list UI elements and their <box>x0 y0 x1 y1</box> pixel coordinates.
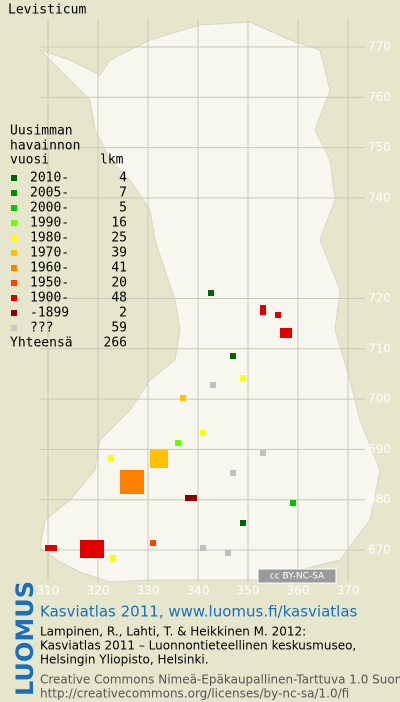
y-label: 670 <box>368 543 391 557</box>
legend-label: 1900- <box>30 291 69 306</box>
legend-count: 39 <box>111 246 127 261</box>
license-badge-text: cc BY-NC-SA <box>270 572 325 582</box>
x-label: 350 <box>237 584 260 598</box>
x-label: 370 <box>337 584 360 598</box>
legend-count: 7 <box>119 186 127 201</box>
y-label: 720 <box>368 291 391 305</box>
legend-swatch <box>11 175 17 181</box>
occurrence <box>200 430 206 436</box>
occurrence <box>240 520 246 526</box>
occurrence <box>185 495 197 501</box>
occurrence <box>200 545 206 551</box>
legend-label: 1970- <box>30 246 69 261</box>
occurrence <box>120 470 144 494</box>
legend-count: 41 <box>111 261 127 276</box>
occurrence <box>45 545 57 551</box>
legend-count: 5 <box>119 201 127 216</box>
occurrence <box>275 312 281 318</box>
logo: LUOMUS <box>11 581 39 696</box>
occurrence <box>290 500 296 506</box>
occurrence <box>240 375 246 381</box>
occurrence <box>180 395 186 401</box>
atlas-link: Kasviatlas 2011, www.luomus.fi/kasviatla… <box>40 603 358 621</box>
y-label: 770 <box>368 40 391 54</box>
occurrence <box>150 540 156 546</box>
legend-heading: vuosi <box>10 153 49 168</box>
total-count: 266 <box>104 336 127 351</box>
x-label: 320 <box>87 584 110 598</box>
x-label: 330 <box>137 584 160 598</box>
occurrence <box>150 450 168 468</box>
legend-swatch <box>11 220 17 226</box>
occurrence <box>260 305 266 315</box>
y-label: 740 <box>368 190 391 204</box>
legend-label: 1980- <box>30 231 69 246</box>
grid <box>40 20 365 582</box>
legend-heading: Uusimman <box>10 124 73 139</box>
license-badge <box>257 568 337 584</box>
legend-count: 48 <box>111 291 127 306</box>
occurrence <box>80 540 104 558</box>
y-label: 760 <box>368 90 391 104</box>
citation: Lampinen, R., Lahti, T. & Heikkinen M. 2… <box>40 625 306 639</box>
legend-label: 2010- <box>30 171 69 186</box>
occurrence <box>225 550 231 556</box>
license: http://creativecommons.org/licenses/by-n… <box>40 687 349 701</box>
x-label: 360 <box>287 584 310 598</box>
legend-label: 2000- <box>30 201 69 216</box>
legend-swatch <box>11 295 17 301</box>
occurrence <box>260 450 266 456</box>
occurrence <box>110 555 116 561</box>
legend-label: 1990- <box>30 216 69 231</box>
legend-count: 4 <box>119 171 127 186</box>
citation: Helsingin Yliopisto, Helsinki. <box>40 653 209 667</box>
legend-swatch <box>11 265 17 271</box>
legend-swatch <box>11 205 17 211</box>
legend-count: 59 <box>111 321 127 336</box>
map-title: Levisticum <box>8 3 86 18</box>
occurrence <box>210 382 216 388</box>
occurrence <box>230 353 236 359</box>
legend-count: 20 <box>111 276 127 291</box>
legend-swatch <box>11 250 17 256</box>
legend-count: 16 <box>111 216 127 231</box>
legend-label: -1899 <box>30 306 69 321</box>
legend-label: 2005- <box>30 186 69 201</box>
license: Creative Commons Nimeä-Epäkaupallinen-Ta… <box>40 673 400 687</box>
legend: 2010- 4 2005- 7 2000- 5 1990- 16 1980- 25 1970- 39 1… <box>10 171 127 351</box>
occurrence <box>175 440 181 446</box>
legend-swatch <box>11 190 17 196</box>
legend-swatch <box>11 280 17 286</box>
y-label: 680 <box>368 492 391 506</box>
legend-count: 25 <box>111 231 127 246</box>
legend-heading: havainnon <box>10 139 80 154</box>
occurrence <box>230 470 236 476</box>
y-label: 710 <box>368 341 391 355</box>
legend-count-heading: lkm <box>100 153 124 168</box>
x-label: 340 <box>187 584 210 598</box>
x-label: 310 <box>37 584 60 598</box>
legend-label: ??? <box>30 321 53 336</box>
occurrence <box>208 290 214 296</box>
legend-label: 1960- <box>30 261 69 276</box>
legend-swatch <box>11 235 17 241</box>
y-label: 690 <box>368 442 391 456</box>
citation: Kasviatlas 2011 – Luonnontieteellinen ke… <box>40 639 356 653</box>
occurrence <box>280 328 292 338</box>
occurrences <box>45 290 296 561</box>
occurrence <box>108 455 114 461</box>
legend-swatch <box>11 310 17 316</box>
legend-label: 1950- <box>30 276 69 291</box>
legend-swatch <box>11 325 17 331</box>
y-label: 700 <box>368 392 391 406</box>
legend-count: 2 <box>119 306 127 321</box>
total-label: Yhteensä <box>10 336 73 351</box>
y-label: 750 <box>368 140 391 154</box>
